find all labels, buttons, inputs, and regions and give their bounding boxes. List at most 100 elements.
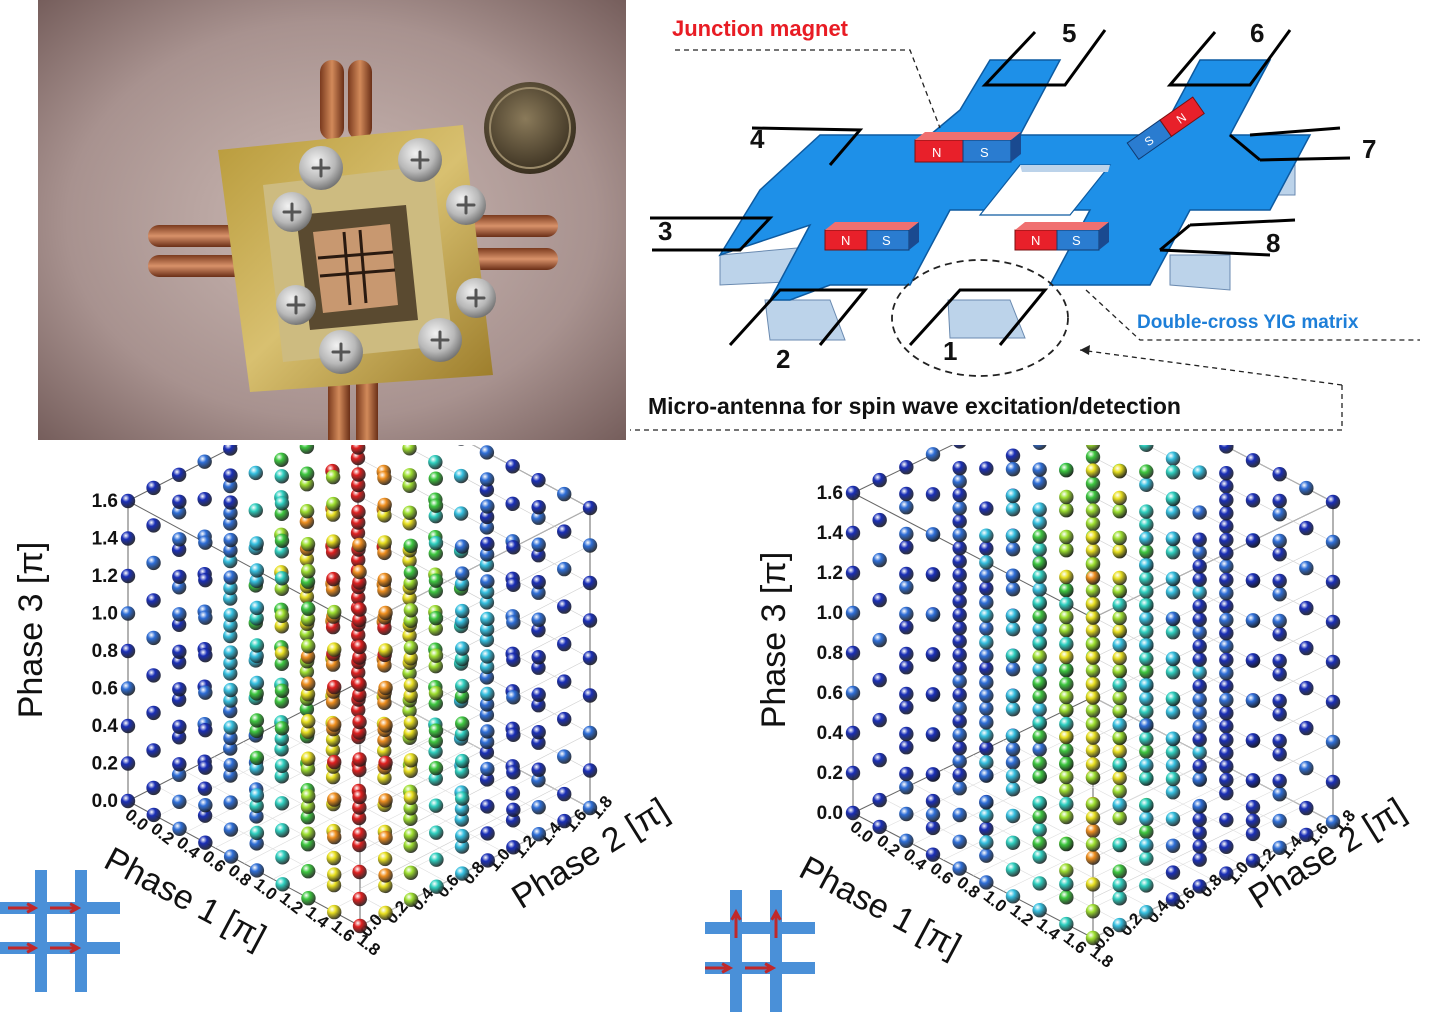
scatter-point	[454, 576, 470, 592]
scatter-point	[1112, 677, 1127, 693]
scatter-point	[1032, 462, 1047, 477]
scatter-point	[1272, 813, 1287, 829]
scatter-point	[403, 576, 418, 591]
scatter-point	[1139, 571, 1154, 586]
scatter-point	[146, 743, 161, 758]
scatter-point	[454, 614, 470, 629]
scatter-point	[1085, 677, 1101, 692]
scatter-point	[1032, 636, 1047, 651]
scatter-point	[1005, 582, 1021, 597]
scatter-point	[171, 542, 187, 557]
scatter-point	[505, 459, 520, 474]
scatter-point	[899, 686, 914, 702]
scatter-point	[1085, 757, 1101, 772]
scatter-point	[223, 655, 238, 671]
scatter-point	[1245, 613, 1261, 628]
scatter-point	[1112, 464, 1127, 479]
svg-text:N: N	[932, 145, 941, 160]
scatter-point	[1272, 493, 1287, 509]
scatter-point	[557, 599, 572, 614]
scatter-point	[1139, 771, 1154, 786]
scatter-point	[171, 617, 187, 632]
scatter-point	[1325, 534, 1341, 550]
scatter-point	[223, 730, 238, 746]
scatter-point	[531, 762, 546, 777]
scatter-point	[274, 571, 290, 586]
scatter-point	[1272, 667, 1287, 682]
scatter-point	[352, 891, 367, 907]
scatter-point	[1192, 665, 1207, 680]
scatter-point	[479, 659, 495, 675]
scatter-point	[1005, 608, 1021, 624]
junction-magnet-label: Junction magnet	[672, 16, 849, 41]
scatter-point	[1192, 879, 1207, 894]
svg-text:8: 8	[1266, 228, 1280, 258]
x-tick-label: 1.0	[250, 875, 280, 905]
z-tick-label: 1.4	[817, 523, 844, 544]
scatter-point	[845, 725, 861, 741]
scatter-point	[531, 548, 546, 563]
scatter-point	[223, 720, 238, 735]
scatter-point	[1032, 809, 1047, 824]
scatter-point	[428, 658, 443, 674]
scatter-point	[952, 461, 967, 476]
scatter-point	[1192, 759, 1207, 774]
scatter-point	[1165, 665, 1181, 680]
scatter-point	[428, 454, 443, 470]
x-tick-label: 1.4	[1033, 914, 1064, 944]
scatter-point	[377, 497, 392, 513]
scatter-point	[1112, 730, 1127, 746]
scatter-point	[1165, 731, 1181, 747]
x-tick-label: 0.2	[873, 831, 903, 861]
scatter-point	[1219, 546, 1234, 561]
scatter-point	[1219, 666, 1234, 681]
scatter-point	[952, 781, 967, 796]
scatter-point	[403, 865, 419, 880]
scatter-point	[327, 642, 342, 657]
scatter-point	[979, 568, 994, 583]
scatter-point	[1245, 533, 1261, 548]
scatter-point	[1032, 876, 1047, 891]
scatter-point	[223, 543, 238, 558]
scatter-point	[455, 828, 470, 844]
scatter-point	[403, 603, 419, 618]
scatter-point	[582, 538, 598, 553]
scatter-point	[1192, 599, 1207, 614]
scatter-point	[1219, 692, 1234, 708]
scatter-point	[146, 780, 161, 796]
scatter-point	[1139, 611, 1154, 626]
z-tick-label: 0.4	[92, 716, 119, 737]
scatter-point	[1219, 466, 1234, 481]
scatter-point	[120, 793, 136, 809]
scatter-point	[557, 486, 572, 502]
scatter-point	[223, 516, 238, 531]
scatter-point	[506, 840, 521, 855]
scatter-point	[326, 496, 341, 512]
scatter-point	[899, 540, 914, 555]
scatter-point	[1112, 584, 1127, 599]
scatter-point	[1085, 823, 1101, 839]
scatter-point	[428, 771, 443, 786]
scatter-point	[1032, 796, 1047, 811]
scatter-point	[845, 485, 861, 501]
svg-text:S: S	[882, 233, 891, 248]
scatter-point	[327, 792, 342, 807]
scatter-point	[120, 493, 136, 509]
scatter-point	[899, 460, 914, 475]
scatter-point	[1005, 728, 1021, 744]
scatter-point	[1165, 571, 1181, 587]
scatter-point	[1165, 651, 1181, 667]
scatter-point	[1112, 637, 1127, 653]
scatter-point	[428, 733, 443, 749]
scatter-point	[197, 781, 213, 796]
scatter-point	[300, 612, 316, 627]
scatter-point	[1192, 772, 1207, 787]
scatter-point	[1112, 797, 1127, 813]
scatter-point	[428, 508, 443, 524]
scatter-point	[479, 707, 495, 723]
scatter-point	[301, 601, 316, 616]
scatter-point	[1165, 545, 1181, 560]
z-tick-label: 0.8	[92, 641, 118, 662]
scatter-point	[531, 698, 546, 713]
scatter-point	[350, 525, 366, 541]
